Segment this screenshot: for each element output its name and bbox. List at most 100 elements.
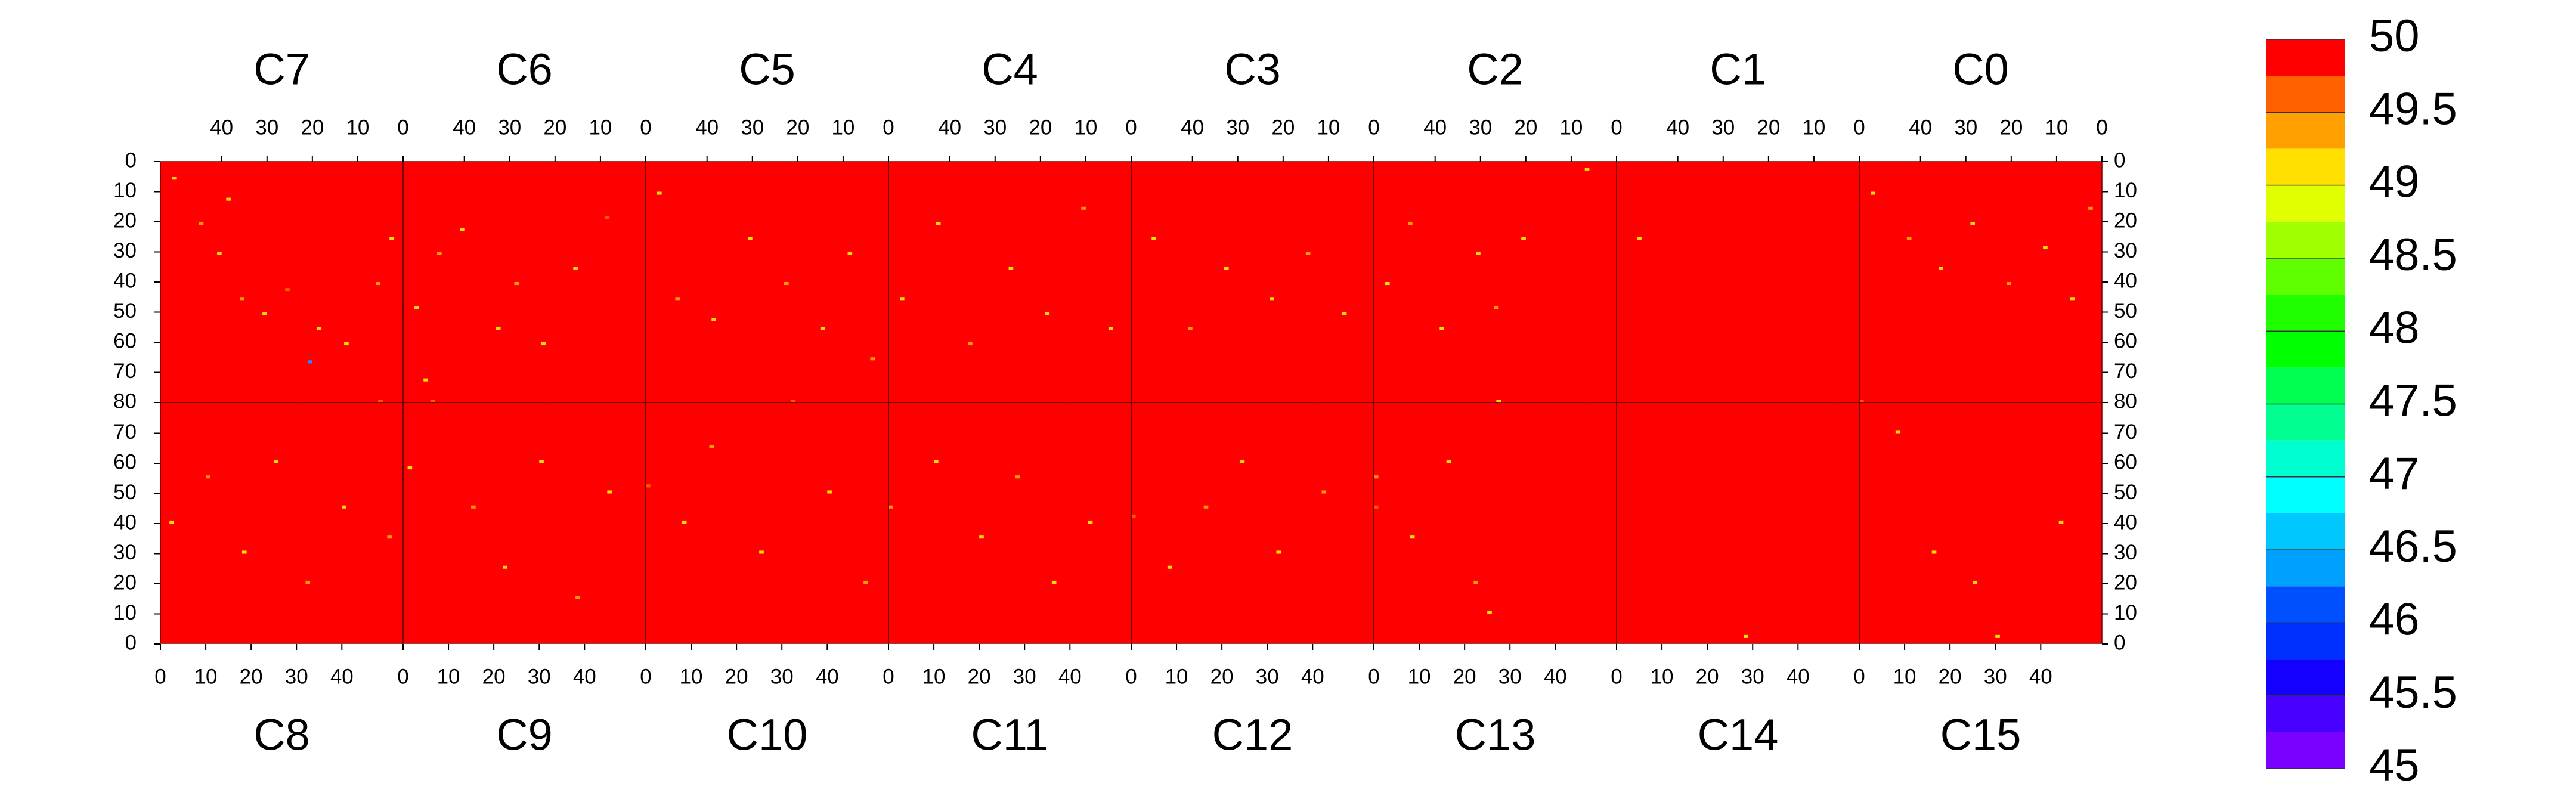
pixel-cell xyxy=(514,282,519,286)
x-tick-label: 30 xyxy=(1984,665,2007,688)
colorbar-band xyxy=(2266,367,2345,404)
pixel-cell xyxy=(900,297,905,301)
y-tick-label: 30 xyxy=(113,541,137,564)
y-tick-label: 30 xyxy=(2114,239,2137,262)
x-tick-label: 20 xyxy=(1271,116,1295,139)
y-tick-label: 80 xyxy=(2114,389,2137,413)
x-tick-label: 40 xyxy=(816,665,839,688)
pixel-cell xyxy=(172,177,177,180)
pixel-cell xyxy=(1321,490,1327,494)
x-tick-label: 10 xyxy=(1559,116,1583,139)
x-tick-label: 40 xyxy=(210,116,233,139)
pixel-cell xyxy=(1637,237,1642,240)
x-tick-label: 10 xyxy=(1165,665,1188,688)
pixel-cell xyxy=(169,520,174,524)
pixel-cell xyxy=(242,550,247,554)
pixel-cell xyxy=(1995,634,2000,638)
pixel-cell xyxy=(709,445,714,448)
y-tick-label: 10 xyxy=(2114,179,2137,202)
pixel-cell xyxy=(342,505,346,509)
chip-label: C1 xyxy=(1710,45,1766,94)
x-tick-label: 20 xyxy=(786,116,809,139)
pixel-cell xyxy=(1045,312,1050,315)
colorbar-band xyxy=(2266,404,2345,441)
pixel-cell xyxy=(496,327,501,330)
x-tick-label: 0 xyxy=(1368,665,1379,688)
x-tick-label: 0 xyxy=(154,665,166,688)
x-tick-label: 10 xyxy=(2045,116,2068,139)
colorbar-label: 50 xyxy=(2369,11,2420,61)
chip-background xyxy=(1131,162,1374,402)
pixel-cell xyxy=(870,357,875,361)
y-tick-label: 40 xyxy=(2114,269,2137,292)
x-tick-label: 20 xyxy=(301,116,324,139)
x-tick-label: 30 xyxy=(1469,116,1492,139)
x-tick-label: 0 xyxy=(397,116,408,139)
x-tick-label: 20 xyxy=(1999,116,2023,139)
colorbar-band xyxy=(2266,659,2345,696)
x-tick-label: 10 xyxy=(1893,665,1916,688)
pixel-cell xyxy=(423,378,428,382)
colorbar-band xyxy=(2266,185,2345,222)
x-tick-label: 20 xyxy=(1514,116,1537,139)
chip-background xyxy=(888,162,1131,402)
colorbar-band xyxy=(2266,550,2345,587)
chip-background xyxy=(403,162,646,402)
colorbar-label: 49 xyxy=(2369,157,2420,208)
x-tick-label: 20 xyxy=(1029,116,1052,139)
colorbar-band xyxy=(2266,695,2345,732)
x-tick-label: 0 xyxy=(1125,116,1137,139)
pixel-cell xyxy=(575,596,580,599)
x-tick-label: 20 xyxy=(1757,116,1780,139)
chip-label: C15 xyxy=(1940,710,2021,760)
pixel-cell xyxy=(682,520,687,524)
pixel-cell xyxy=(784,282,789,286)
pixel-cell xyxy=(344,342,349,346)
chip-label: C0 xyxy=(1952,45,2009,94)
chip-label: C9 xyxy=(496,710,553,760)
x-tick-label: 10 xyxy=(1408,665,1431,688)
x-tick-label: 30 xyxy=(1013,665,1036,688)
pixel-cell xyxy=(1203,505,1209,509)
x-tick-label: 40 xyxy=(453,116,476,139)
x-tick-label: 0 xyxy=(397,665,408,688)
pixel-cell xyxy=(2088,206,2093,210)
x-tick-label: 40 xyxy=(1423,116,1447,139)
pixel-cell xyxy=(888,505,893,509)
pixel-cell xyxy=(387,535,392,539)
x-tick-label: 30 xyxy=(528,665,551,688)
pixel-cell xyxy=(1374,505,1379,509)
x-tick-label: 20 xyxy=(968,665,991,688)
x-tick-label: 20 xyxy=(1210,665,1234,688)
chip-label: C4 xyxy=(982,45,1038,94)
x-tick-label: 40 xyxy=(1301,665,1324,688)
pixel-cell xyxy=(1939,267,1943,270)
pixel-cell xyxy=(711,318,716,321)
chip-background xyxy=(888,402,1131,643)
chip-background xyxy=(160,162,403,402)
x-tick-label: 0 xyxy=(2096,116,2107,139)
y-tick-label: 0 xyxy=(125,631,137,654)
pixel-cell xyxy=(389,237,394,240)
colorbar-band xyxy=(2266,258,2345,295)
pixel-cell xyxy=(1188,327,1193,330)
pixel-cell xyxy=(1931,550,1937,554)
x-tick-label: 0 xyxy=(883,665,894,688)
pixel-cell xyxy=(1151,237,1156,240)
x-tick-label: 10 xyxy=(1802,116,1825,139)
pixel-cell xyxy=(226,197,231,201)
colorbar-band xyxy=(2266,39,2345,76)
colorbar-label: 45.5 xyxy=(2369,667,2457,718)
chip-label: C14 xyxy=(1698,710,1779,760)
chip-label: C5 xyxy=(739,45,795,94)
pixel-cell xyxy=(607,490,612,494)
x-tick-label: 40 xyxy=(695,116,719,139)
x-tick-label: 30 xyxy=(498,116,521,139)
pixel-cell xyxy=(1410,535,1415,539)
chip-label: C13 xyxy=(1455,710,1536,760)
y-tick-label: 20 xyxy=(2114,571,2137,594)
pixel-cell xyxy=(1131,514,1136,518)
pixel-cell xyxy=(414,306,419,309)
pixel-cell xyxy=(847,252,853,255)
x-tick-label: 30 xyxy=(285,665,308,688)
